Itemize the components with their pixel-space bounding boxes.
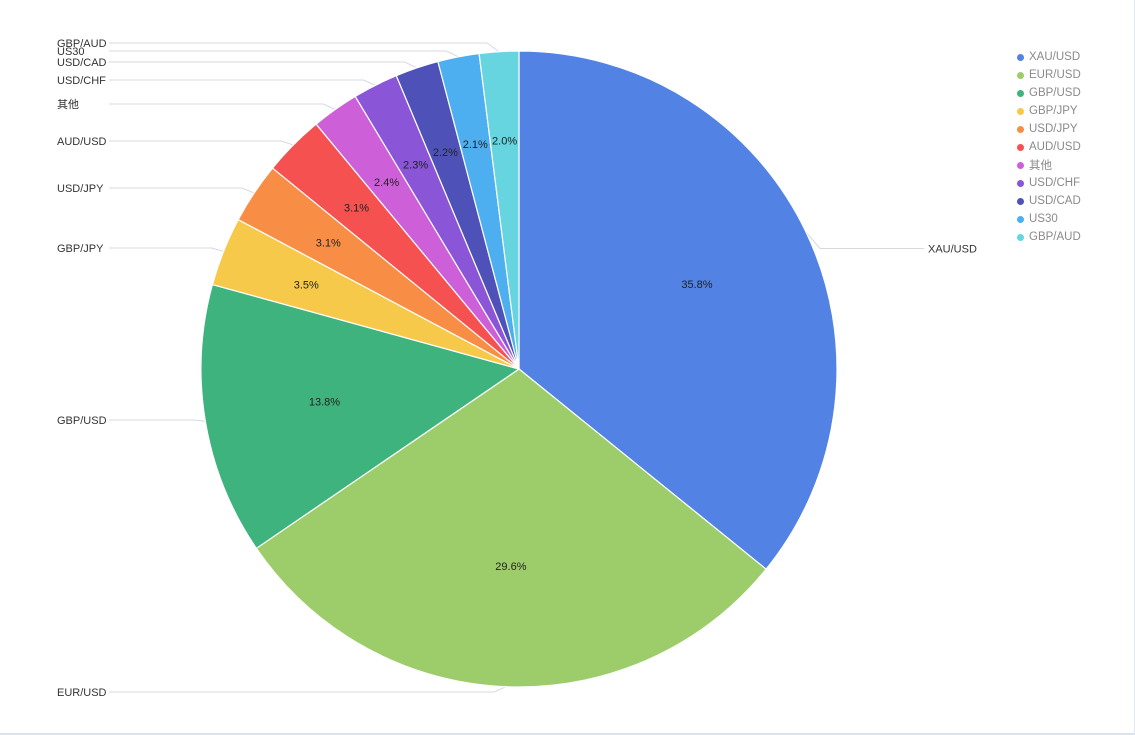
legend-item-gbp-aud[interactable]: GBP/AUD [1017, 228, 1081, 246]
legend-color-dot [1017, 233, 1024, 241]
slice-outer-label: XAU/USD [928, 244, 977, 256]
legend-item-eur-usd[interactable]: EUR/USD [1017, 66, 1081, 84]
legend-color-dot [1017, 53, 1024, 61]
slice-outer-label: GBP/AUD [57, 38, 107, 50]
pie-slice-eur-usd[interactable] [255, 368, 767, 688]
legend-label: GBP/JPY [1029, 105, 1078, 117]
legend-color-dot [1017, 161, 1024, 169]
legend-color-dot [1017, 125, 1024, 133]
slice-percentage-label: 2.3% [403, 160, 428, 172]
slice-outer-label: AUD/USD [57, 136, 107, 148]
slice-percentage-label: 29.6% [495, 561, 526, 573]
leader-line [109, 61, 418, 69]
leader-line [109, 42, 500, 53]
slice-outer-label: USD/CHF [57, 75, 106, 87]
leader-line [109, 187, 255, 194]
legend-color-dot [1017, 71, 1024, 79]
legend-color-dot [1017, 143, 1024, 151]
legend-item-gbp-usd[interactable]: GBP/USD [1017, 84, 1081, 102]
legend-label: USD/CHF [1029, 177, 1081, 189]
slice-outer-label: USD/CAD [57, 57, 107, 69]
legend-label: USD/JPY [1029, 123, 1078, 135]
slice-percentage-label: 35.8% [681, 279, 712, 291]
legend-item-other[interactable]: 其他 [1017, 156, 1081, 174]
legend-item-us30[interactable]: US30 [1017, 210, 1081, 228]
legend-label: GBP/AUD [1029, 231, 1081, 243]
legend-label: GBP/USD [1029, 87, 1081, 99]
leader-line [109, 79, 376, 86]
percentage-labels: 35.8% 29.6% 13.8% 3.5% 3.1% 3.1% 2.4% 2.3% 2.2% 2… [294, 136, 713, 574]
slice-outer-label: EUR/USD [57, 687, 107, 699]
legend-item-usd-jpy[interactable]: USD/JPY [1017, 120, 1081, 138]
legend: XAU/USD EUR/USD GBP/USD GBP/JPY USD/JPY AUD/U… [1017, 48, 1081, 246]
leader-line [109, 103, 336, 110]
legend-item-xau-usd[interactable]: XAU/USD [1017, 48, 1081, 66]
legend-item-gbp-jpy[interactable]: GBP/JPY [1017, 102, 1081, 120]
slice-percentage-label: 2.1% [463, 139, 488, 151]
pie-slice-gbp-aud[interactable] [478, 50, 520, 370]
leader-line [109, 686, 507, 693]
legend-color-dot [1017, 89, 1024, 97]
legend-color-dot [1017, 179, 1024, 187]
slice-outer-label: GBP/USD [57, 415, 107, 427]
legend-item-usd-chf[interactable]: USD/CHF [1017, 174, 1081, 192]
slice-outer-label: GBP/JPY [57, 243, 104, 255]
pie-slice-xau-usd[interactable] [518, 50, 838, 571]
leader-line [109, 419, 206, 422]
slice-percentage-label: 3.5% [294, 279, 319, 291]
legend-color-dot [1017, 107, 1024, 115]
pie-slices [200, 50, 838, 688]
slice-percentage-label: 3.1% [344, 203, 369, 215]
legend-label: AUD/USD [1029, 141, 1081, 153]
legend-item-aud-usd[interactable]: AUD/USD [1017, 138, 1081, 156]
legend-color-dot [1017, 215, 1024, 223]
legend-color-dot [1017, 197, 1024, 205]
slice-outer-label: US30 [57, 46, 85, 58]
legend-label: EUR/USD [1029, 69, 1081, 81]
legend-label: USD/CAD [1029, 195, 1081, 207]
pie-slice-gbp-usd[interactable] [200, 283, 521, 550]
legend-label: XAU/USD [1029, 51, 1081, 63]
outer-labels: XAU/USD EUR/USD GBP/USD GBP/JPY USD/JPY AUD/U… [57, 38, 977, 699]
slice-percentage-label: 13.8% [309, 396, 340, 408]
legend-item-usd-cad[interactable]: USD/CAD [1017, 192, 1081, 210]
leader-line [109, 50, 459, 58]
leader-line [109, 247, 224, 252]
leader-lines [109, 42, 924, 693]
slice-outer-label: USD/JPY [57, 183, 104, 195]
slice-percentage-label: 2.0% [492, 136, 517, 148]
legend-label: 其他 [1029, 160, 1052, 172]
slice-percentage-label: 2.2% [433, 147, 458, 159]
slice-outer-label: 其他 [57, 98, 79, 111]
legend-label: US30 [1029, 213, 1058, 225]
slice-percentage-label: 3.1% [316, 237, 341, 249]
leader-line [805, 231, 924, 249]
leader-line [109, 140, 294, 146]
slice-percentage-label: 2.4% [374, 177, 399, 189]
